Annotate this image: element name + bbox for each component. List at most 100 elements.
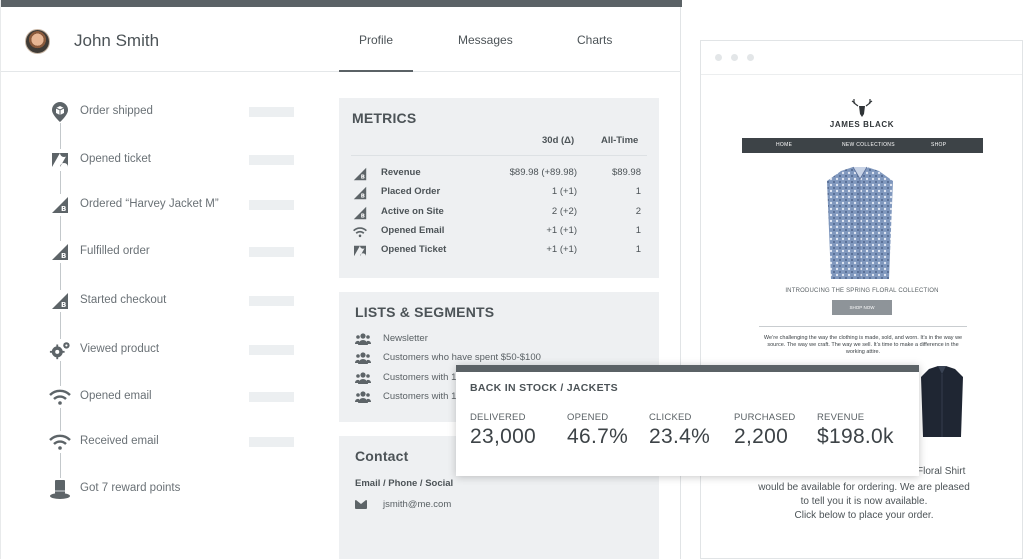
email-floral-text: Floral Shirt — [917, 466, 966, 477]
people-icon — [355, 352, 371, 364]
metric-row[interactable]: Opened Ticket +1 (+1) 1 — [339, 242, 659, 260]
metric-label: Active on Site — [381, 206, 444, 217]
timeline-date-placeholder — [249, 392, 294, 402]
email-nav-shop[interactable]: SHOP — [931, 142, 947, 148]
active-tab-indicator — [339, 70, 413, 72]
timeline-date-placeholder — [249, 296, 294, 306]
bigcommerce-icon: B — [353, 206, 367, 220]
metric-30d-value: $89.98 (+89.98) — [509, 167, 577, 178]
zendesk-icon — [49, 149, 71, 171]
wifi-icon — [353, 225, 367, 239]
metric-row[interactable]: Opened Email +1 (+1) 1 — [339, 223, 659, 241]
timeline-date-placeholder — [249, 437, 294, 447]
metrics-divider — [351, 155, 647, 156]
shop-now-button[interactable]: SHOP NOW — [832, 300, 892, 315]
contact-email[interactable]: jsmith@me.com — [383, 499, 452, 510]
bigcommerce-icon: B — [49, 290, 71, 312]
stat-label: OPENED — [567, 412, 609, 423]
campaign-title: BACK IN STOCK / JACKETS — [470, 382, 618, 394]
metric-row[interactable]: B Placed Order 1 (+1) 1 — [339, 184, 659, 202]
campaign-card-top-bar — [456, 365, 919, 372]
timeline-item[interactable]: Order shipped — [47, 101, 297, 127]
timeline-item[interactable]: Opened email — [47, 386, 297, 412]
timeline-item[interactable]: Opened ticket — [47, 149, 297, 175]
bigcommerce-icon: B — [49, 194, 71, 216]
timeline-label: Got 7 reward points — [80, 482, 181, 494]
stat-value: $198.0k — [817, 425, 894, 448]
timeline-item[interactable]: Received email — [47, 431, 297, 457]
email-bottom-text-2: to tell you it is now available. — [800, 496, 928, 507]
timeline-date-placeholder — [249, 345, 294, 355]
metric-row[interactable]: B Active on Site 2 (+2) 2 — [339, 204, 659, 222]
timeline-label: Opened ticket — [80, 153, 151, 165]
stat-value: 2,200 — [734, 425, 789, 448]
timeline-item[interactable]: B Fulfilled order — [47, 241, 297, 267]
stat-label: PURCHASED — [734, 412, 796, 423]
metric-all-time-value: 1 — [635, 225, 641, 236]
metric-30d-value: 2 (+2) — [551, 206, 577, 217]
metric-row[interactable]: B Revenue $89.98 (+89.98) $89.98 — [339, 165, 659, 183]
metric-label: Opened Email — [381, 225, 445, 236]
metric-all-time-value: 1 — [635, 186, 641, 197]
stat-delivered: DELIVERED 23,000 — [470, 412, 536, 449]
top-hat-icon — [49, 478, 71, 500]
tab-charts[interactable]: Charts — [577, 33, 613, 47]
bigcommerce-icon: B — [49, 241, 71, 263]
mail-icon — [355, 500, 367, 509]
brand-name: JAMES BLACK — [829, 120, 895, 129]
stat-label: REVENUE — [817, 412, 865, 423]
segment-item[interactable]: Customers with 1 — [339, 370, 659, 388]
wifi-icon — [49, 386, 71, 408]
email-bottom-text-3: Click below to place your order. — [794, 510, 934, 521]
email-nav-bar: HOME NEW COLLECTIONS SHOP — [742, 138, 983, 153]
segment-label: Customers who have spent $50-$100 — [383, 352, 541, 363]
metric-label: Revenue — [381, 167, 421, 178]
email-divider — [759, 326, 967, 327]
floral-shirt-image — [827, 166, 893, 279]
campaign-stats-card[interactable]: BACK IN STOCK / JACKETS DELIVERED 23,000… — [456, 365, 919, 476]
metrics-col-all-time: All-Time — [601, 135, 639, 146]
timeline-label: Opened email — [80, 390, 152, 402]
segment-item[interactable]: Customers who have spent $50-$100 — [339, 350, 659, 368]
email-preview-window: JAMES BLACK HOME NEW COLLECTIONS SHOP IN… — [700, 40, 1023, 559]
stat-value: 46.7% — [567, 425, 629, 448]
timeline-item[interactable]: B Started checkout — [47, 290, 297, 316]
wifi-icon — [49, 431, 71, 453]
stat-label: CLICKED — [649, 412, 692, 423]
window-dot — [731, 54, 738, 61]
stat-value: 23,000 — [470, 425, 537, 448]
timeline-label: Order shipped — [80, 105, 153, 117]
svg-text:B: B — [61, 205, 66, 213]
segment-item[interactable]: Customers with 1 — [339, 389, 659, 407]
timeline-item[interactable]: Viewed product — [47, 339, 297, 365]
email-nav-home[interactable]: HOME — [776, 142, 793, 148]
segment-label: Newsletter — [383, 333, 428, 344]
gears-icon — [49, 339, 71, 361]
email-nav-new-collections[interactable]: NEW COLLECTIONS — [842, 142, 895, 148]
lists-title: LISTS & SEGMENTS — [355, 304, 495, 320]
metric-30d-value: +1 (+1) — [546, 225, 577, 236]
avatar[interactable] — [25, 29, 50, 54]
tab-profile[interactable]: Profile — [359, 33, 394, 47]
timeline-item[interactable]: B Ordered “Harvey Jacket M” — [47, 194, 297, 220]
tab-messages[interactable]: Messages — [458, 33, 513, 47]
stat-clicked: CLICKED 23.4% — [649, 412, 710, 449]
contact-subtitle: Email / Phone / Social — [355, 478, 454, 489]
timeline-label: Fulfilled order — [80, 245, 150, 257]
svg-text:B: B — [361, 175, 365, 181]
metrics-col-30d: 30d (Δ) — [542, 135, 575, 146]
segment-item[interactable]: Newsletter — [339, 331, 659, 349]
timeline-date-placeholder — [249, 247, 294, 257]
stat-label: DELIVERED — [470, 412, 526, 423]
svg-text:B: B — [61, 252, 66, 260]
profile-name: John Smith — [74, 31, 160, 50]
window-dot — [747, 54, 754, 61]
segment-label: Customers with 1 — [383, 391, 457, 402]
svg-text:B: B — [361, 194, 365, 200]
contact-title: Contact — [355, 448, 409, 464]
timeline-item[interactable]: Got 7 reward points — [47, 478, 297, 504]
dark-shirt-image — [921, 366, 963, 437]
metric-all-time-value: 1 — [635, 244, 641, 255]
email-body-text: We’re challenging the way the clothing i… — [763, 335, 963, 355]
stag-logo-icon — [851, 99, 873, 117]
